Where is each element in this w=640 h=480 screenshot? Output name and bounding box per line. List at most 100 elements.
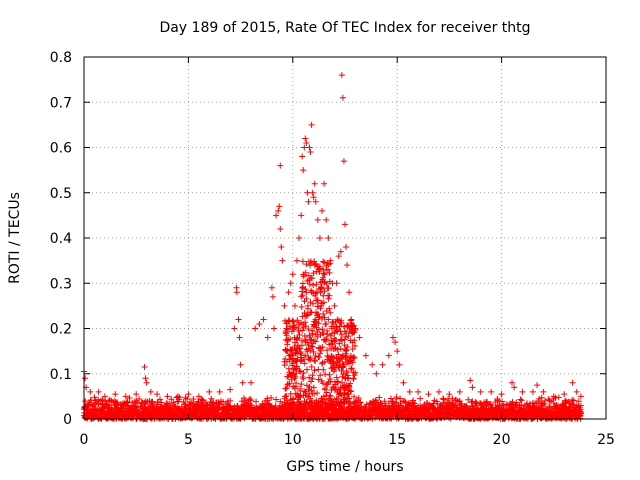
- data-point: [331, 302, 338, 309]
- data-point: [569, 379, 576, 386]
- data-point: [575, 398, 582, 405]
- data-point: [342, 221, 348, 228]
- y-tick-label: 0.7: [50, 95, 72, 111]
- data-point: [184, 396, 191, 403]
- data-point: [300, 167, 307, 174]
- data-point: [346, 289, 353, 296]
- data-point: [158, 399, 165, 406]
- data-point: [340, 158, 347, 165]
- data-point: [126, 394, 133, 401]
- y-tick-label: 0: [63, 412, 72, 428]
- data-point: [319, 207, 326, 214]
- data-point: [356, 334, 363, 341]
- x-tick-label: 5: [184, 432, 193, 448]
- x-tick-label: 0: [80, 432, 89, 448]
- data-point: [306, 144, 313, 151]
- data-point: [335, 378, 342, 385]
- data-point: [519, 388, 526, 395]
- data-point: [518, 397, 525, 404]
- data-point: [216, 401, 223, 408]
- data-point: [112, 391, 119, 398]
- data-point: [133, 391, 140, 398]
- data-point: [296, 235, 303, 241]
- data-point: [281, 362, 288, 369]
- data-point: [307, 149, 314, 156]
- data-point: [147, 388, 154, 395]
- data-point: [308, 363, 315, 370]
- data-point: [199, 396, 206, 403]
- data-point: [415, 388, 422, 395]
- data-point: [168, 396, 175, 403]
- data-point: [424, 400, 431, 407]
- data-point: [326, 392, 333, 399]
- data-point: [577, 402, 584, 409]
- data-point: [239, 379, 246, 386]
- data-point: [540, 388, 547, 395]
- data-point: [315, 376, 322, 383]
- data-point: [465, 396, 472, 403]
- data-point: [237, 361, 244, 368]
- data-point: [227, 397, 234, 404]
- data-point: [435, 388, 442, 395]
- data-point: [317, 289, 324, 296]
- data-point: [166, 400, 173, 407]
- data-point: [299, 258, 306, 265]
- y-tick-label: 0.3: [50, 276, 72, 292]
- data-point: [534, 382, 541, 389]
- chart-title: Day 189 of 2015, Rate Of TEC Index for r…: [159, 20, 530, 36]
- data-point: [376, 394, 383, 401]
- data-point: [170, 399, 177, 406]
- roti-data-points: [81, 72, 584, 422]
- data-point: [338, 72, 345, 79]
- data-point: [289, 271, 296, 278]
- data-point: [216, 388, 223, 395]
- data-point: [400, 398, 407, 405]
- data-point: [281, 302, 288, 309]
- data-point: [447, 415, 454, 422]
- data-point: [91, 394, 98, 401]
- data-point: [325, 235, 332, 241]
- data-point: [379, 361, 386, 368]
- data-point: [264, 334, 271, 341]
- data-point: [467, 377, 474, 384]
- data-point: [311, 180, 318, 187]
- data-point: [142, 375, 149, 382]
- data-point: [509, 398, 516, 405]
- data-point: [299, 292, 306, 299]
- data-point: [283, 385, 290, 392]
- data-point: [252, 325, 259, 332]
- data-point: [248, 402, 255, 409]
- data-point: [235, 316, 242, 323]
- data-point: [317, 372, 324, 379]
- data-point: [309, 189, 316, 196]
- data-point: [220, 398, 227, 405]
- data-point: [285, 289, 292, 296]
- data-point: [348, 365, 355, 372]
- data-point: [256, 320, 263, 327]
- data-point: [498, 391, 505, 398]
- data-point: [350, 375, 357, 382]
- data-point: [396, 361, 403, 368]
- data-point: [253, 398, 260, 405]
- data-point: [154, 391, 161, 398]
- data-point: [561, 391, 568, 398]
- data-point: [157, 396, 164, 403]
- data-point: [332, 337, 339, 344]
- data-point: [268, 394, 275, 401]
- data-point: [357, 399, 364, 406]
- data-point: [206, 388, 213, 395]
- data-point: [277, 225, 284, 232]
- data-point: [185, 391, 192, 398]
- data-point: [308, 121, 315, 128]
- data-point: [316, 235, 323, 241]
- data-point: [477, 388, 484, 395]
- data-point: [203, 401, 210, 408]
- data-point: [339, 94, 346, 101]
- data-point: [305, 198, 312, 205]
- data-point: [401, 398, 408, 405]
- data-point: [87, 388, 94, 395]
- data-point: [323, 216, 330, 223]
- x-tick-label: 20: [493, 432, 511, 448]
- data-point: [325, 295, 332, 302]
- data-point: [231, 325, 238, 332]
